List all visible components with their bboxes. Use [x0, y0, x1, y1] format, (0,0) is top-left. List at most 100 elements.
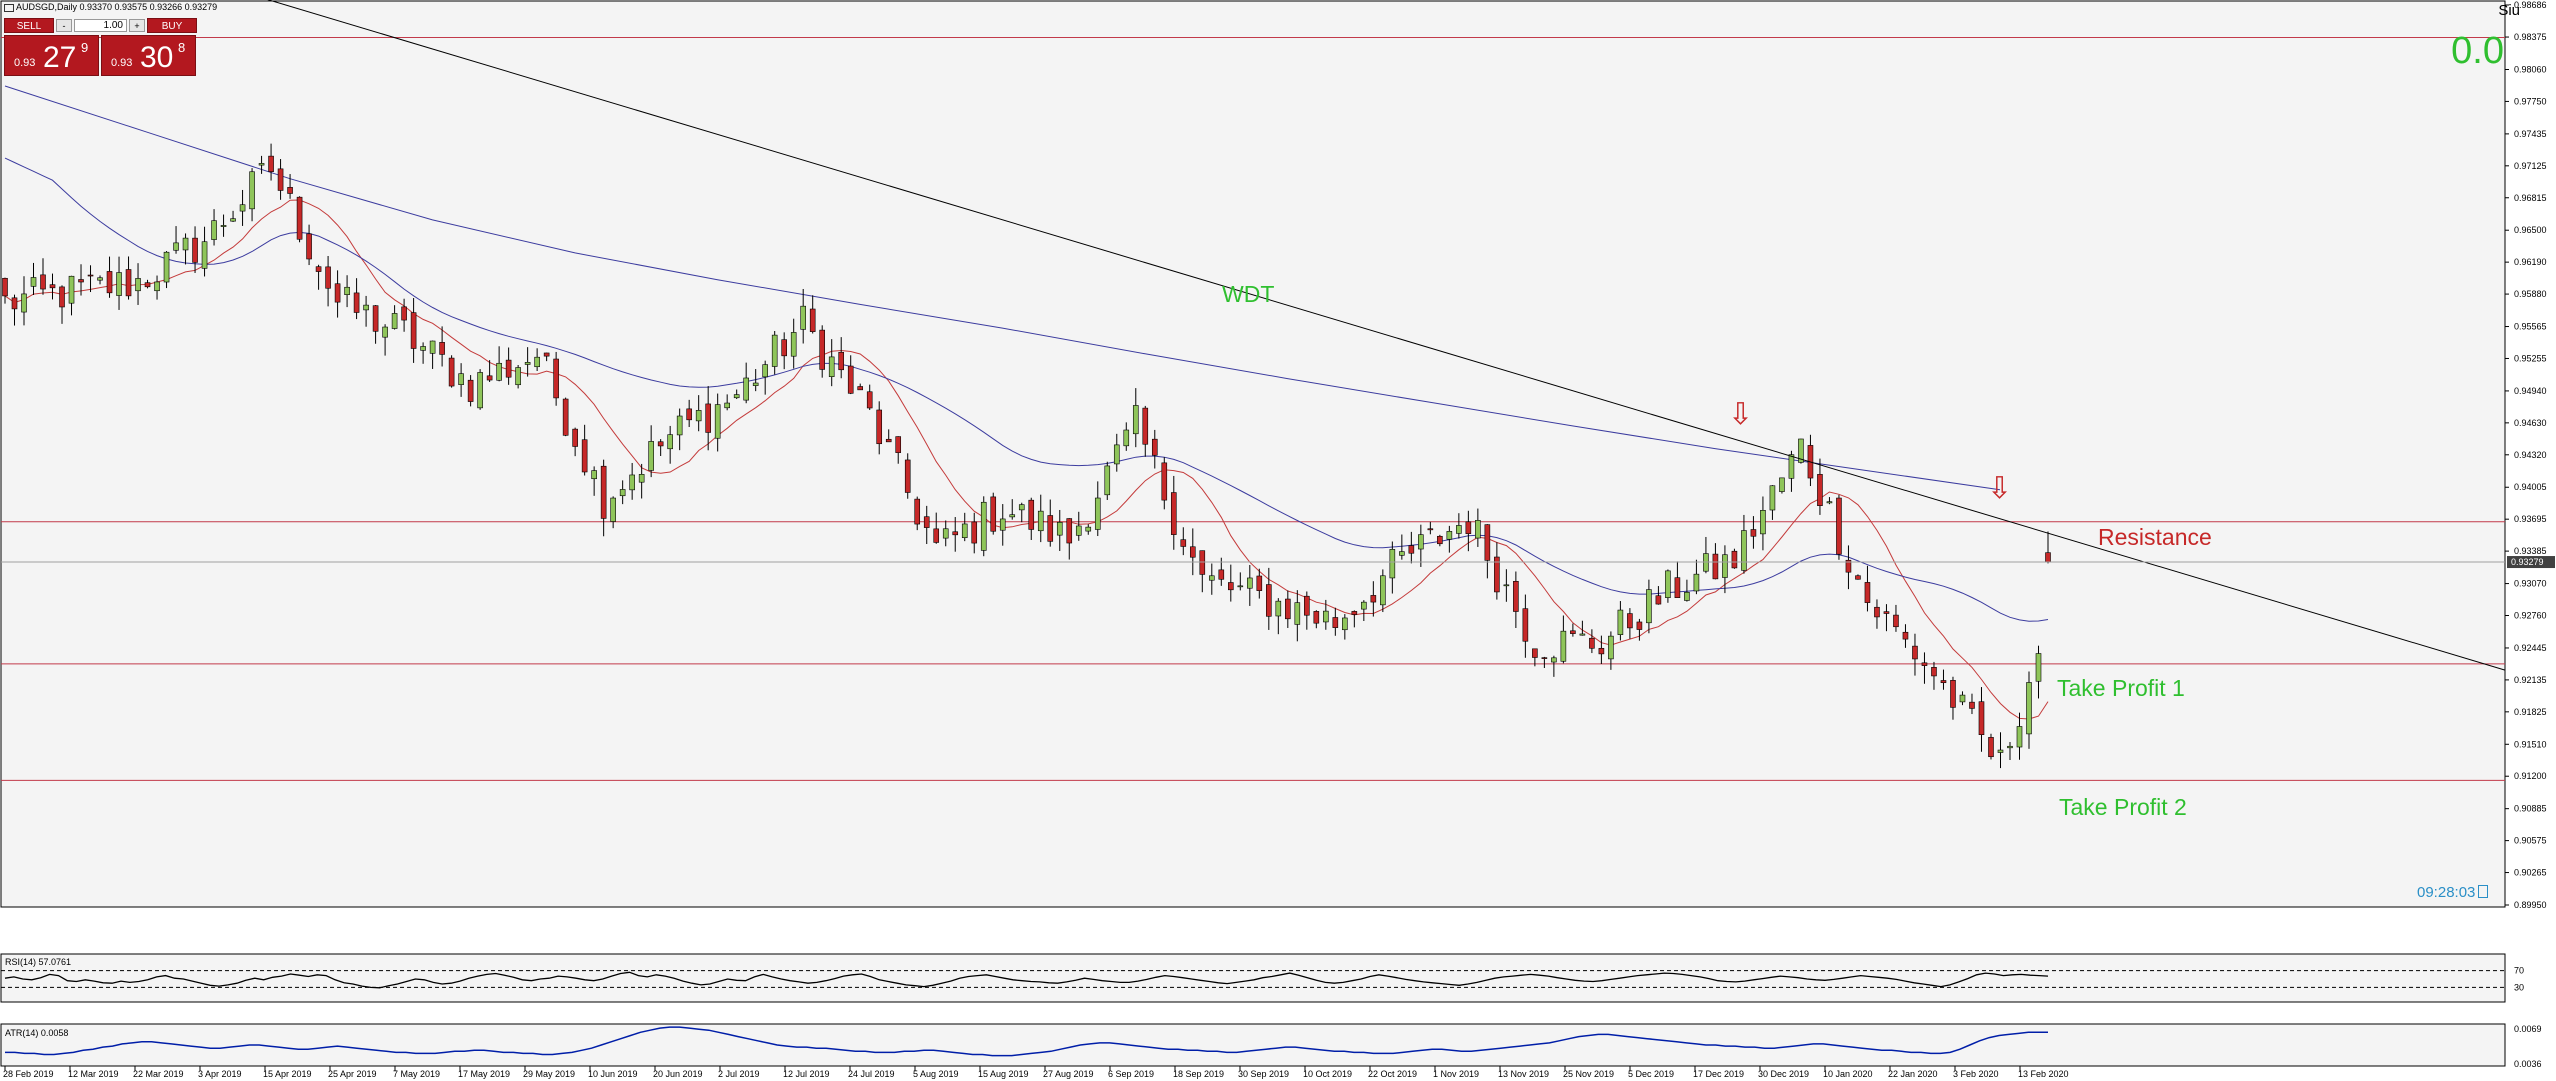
sell-button[interactable]: SELL: [4, 18, 54, 33]
bear-candle: [2, 277, 8, 297]
bear-candle: [553, 358, 559, 399]
bear-candle: [1332, 617, 1339, 628]
bull-candle: [733, 394, 740, 399]
bull-candle: [1684, 591, 1690, 601]
bull-candle: [496, 362, 502, 381]
bear-candle: [819, 329, 826, 370]
price-tick-label: 0.95565: [2514, 322, 2547, 332]
price-tick-label: 0.92760: [2514, 611, 2547, 621]
bear-candle: [1494, 556, 1500, 593]
bull-candle: [534, 356, 540, 368]
bear-candle: [1988, 737, 1994, 758]
bear-candle: [144, 282, 151, 288]
bull-candle: [1037, 510, 1044, 532]
bear-candle: [192, 237, 198, 263]
volume-increase-button[interactable]: +: [129, 19, 145, 32]
rsi-pane: [0, 953, 2506, 1003]
bear-candle: [315, 266, 322, 272]
bear-candle: [1969, 701, 1975, 709]
buy-button[interactable]: BUY: [147, 18, 197, 33]
pip-counter: 0.0: [2451, 30, 2504, 72]
bear-candle: [895, 436, 902, 453]
price-tick-label: 0.98686: [2514, 0, 2547, 10]
bull-candle: [1551, 657, 1557, 663]
bull-candle: [1446, 531, 1453, 540]
date-tick-label: 13 Nov 2019: [1498, 1069, 1549, 1079]
bull-candle: [1741, 530, 1747, 571]
bull-candle: [648, 441, 654, 471]
volume-input[interactable]: [74, 19, 127, 32]
bull-candle: [762, 364, 768, 378]
bull-candle: [524, 362, 531, 365]
bear-candle: [268, 155, 274, 173]
bear-candle: [657, 441, 664, 447]
bear-candle: [838, 351, 845, 371]
bull-candle: [344, 286, 350, 295]
resistance-label: Resistance: [2098, 524, 2212, 550]
bear-candle: [1598, 647, 1605, 655]
hourglass-icon: [2478, 885, 2489, 898]
bull-candle: [2016, 726, 2023, 748]
price-tick-label: 0.95880: [2514, 289, 2547, 299]
bull-candle: [714, 404, 721, 439]
bear-candle: [1636, 621, 1643, 630]
bull-candle: [1113, 444, 1120, 465]
price-tick-label: 0.98060: [2514, 64, 2547, 74]
wdt-trendline: [267, 0, 2506, 671]
bear-candle: [1484, 524, 1491, 561]
date-tick-label: 12 Mar 2019: [68, 1069, 119, 1079]
bear-candle: [2045, 552, 2051, 563]
atr-tick-label: 0.0069: [2514, 1024, 2542, 1034]
atr-line: [5, 1026, 2048, 1057]
bull-candle: [429, 340, 436, 354]
down-arrow-icon: ⇩: [1728, 397, 1753, 432]
price-tick-label: 0.94320: [2514, 450, 2547, 460]
current-price-label: 0.93279: [2511, 557, 2544, 567]
bear-candle: [1228, 582, 1234, 591]
price-tick-label: 0.91200: [2514, 771, 2547, 781]
price-tick-label: 0.93385: [2514, 546, 2547, 556]
bull-candle: [961, 523, 968, 539]
bear-candle: [1589, 637, 1595, 649]
bear-candle: [904, 459, 911, 493]
corner-label: Siu: [2498, 2, 2520, 19]
bull-candle: [1018, 504, 1025, 511]
bear-candle: [1940, 680, 1947, 684]
date-tick-label: 24 Jul 2019: [848, 1069, 895, 1079]
one-click-trading-panel: SELL - + BUY 0.93 27 9 0.93 30 8: [4, 18, 197, 76]
bear-candle: [933, 528, 940, 543]
bull-candle: [1665, 570, 1671, 598]
price-tick-label: 0.90885: [2514, 804, 2547, 814]
price-tick-label: 0.98375: [2514, 32, 2547, 42]
bear-candle: [1266, 584, 1272, 617]
bear-candle: [781, 339, 787, 357]
date-tick-label: 30 Dec 2019: [1758, 1069, 1809, 1079]
bear-candle: [486, 375, 493, 381]
bull-candle: [154, 281, 160, 292]
bull-candle: [249, 171, 255, 210]
bull-candle: [1560, 630, 1567, 662]
buy-price-button[interactable]: 0.93 30 8: [101, 35, 196, 76]
bear-candle: [1313, 611, 1320, 624]
price-tick-label: 0.96815: [2514, 193, 2547, 203]
bull-candle: [1418, 534, 1424, 550]
bear-candle: [1189, 546, 1196, 558]
volume-decrease-button[interactable]: -: [56, 19, 72, 32]
bull-candle: [1959, 694, 1966, 703]
bull-candle: [980, 501, 987, 551]
bull-candle: [999, 518, 1006, 531]
long-moving-average: [4, 85, 2001, 491]
sell-price-button[interactable]: 0.93 27 9: [4, 35, 99, 76]
clock-text: 09:28:03: [2417, 884, 2476, 901]
bear-candle: [287, 187, 293, 194]
bull-candle: [1361, 601, 1367, 610]
bull-candle: [619, 489, 626, 497]
price-tick-label: 0.96190: [2514, 257, 2547, 267]
bull-candle: [68, 275, 75, 304]
atr-label: ATR(14) 0.0058: [5, 1028, 69, 1038]
bull-candle: [239, 204, 246, 212]
bear-candle: [885, 438, 892, 443]
bull-candle: [1646, 589, 1652, 624]
bear-candle: [401, 306, 407, 321]
